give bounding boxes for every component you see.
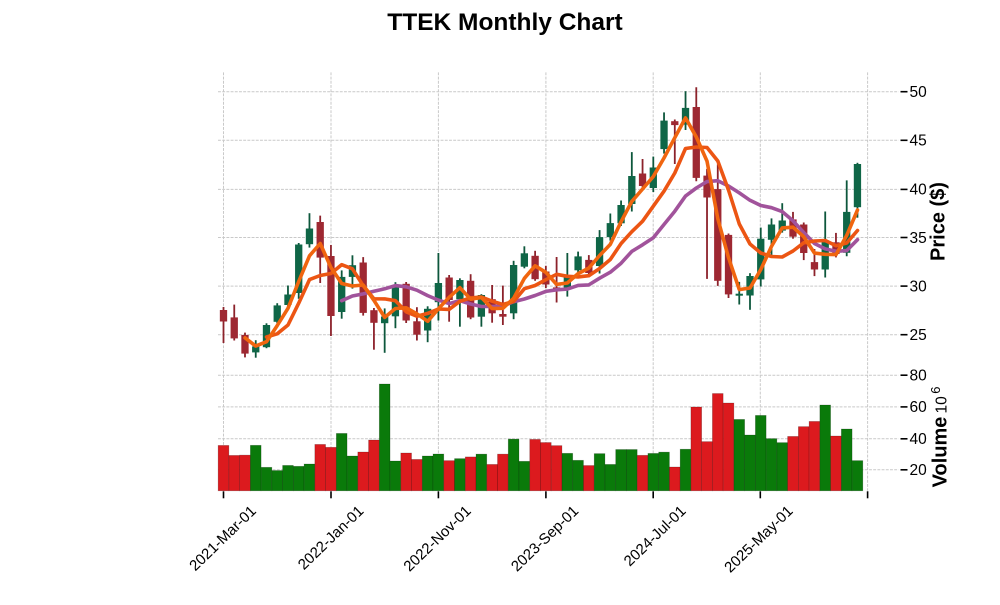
- svg-text:TTEK Monthly Chart: TTEK Monthly Chart: [387, 9, 622, 36]
- svg-text:40: 40: [910, 182, 928, 199]
- svg-text:60: 60: [910, 399, 928, 416]
- svg-text:Price ($): Price ($): [928, 182, 950, 261]
- svg-text:30: 30: [910, 278, 928, 295]
- svg-text:45: 45: [910, 133, 927, 150]
- svg-text:20: 20: [910, 462, 928, 479]
- svg-text:40: 40: [910, 431, 928, 448]
- svg-text:Volume: Volume: [930, 417, 952, 488]
- svg-text:25: 25: [910, 327, 927, 344]
- svg-text:35: 35: [910, 230, 927, 247]
- svg-text:50: 50: [910, 84, 928, 101]
- svg-text:80: 80: [910, 368, 928, 385]
